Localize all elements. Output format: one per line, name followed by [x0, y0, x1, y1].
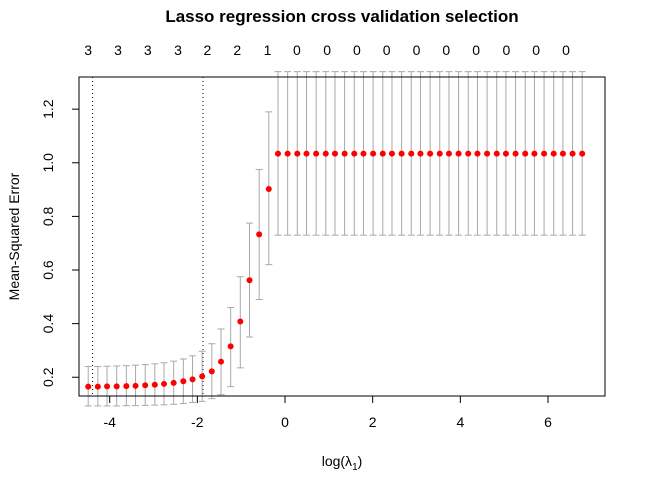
data-point — [275, 150, 282, 157]
data-point — [256, 231, 263, 238]
data-point — [151, 381, 158, 388]
data-point — [303, 150, 310, 157]
data-point — [322, 150, 329, 157]
data-point — [465, 150, 472, 157]
data-point — [531, 150, 538, 157]
data-point — [170, 379, 177, 386]
top-axis-label: 0 — [472, 42, 480, 58]
data-point — [113, 383, 120, 390]
x-tick-label: 2 — [369, 414, 377, 430]
y-tick-label: 1.2 — [40, 99, 56, 119]
data-point — [445, 150, 452, 157]
top-axis-label: 0 — [413, 42, 421, 58]
data-point — [123, 383, 130, 390]
data-point — [331, 150, 338, 157]
data-points — [85, 150, 586, 390]
y-tick-label: 0.4 — [40, 314, 56, 334]
x-axis-label-close: ) — [358, 453, 363, 469]
data-point — [208, 368, 215, 375]
data-point — [502, 150, 509, 157]
data-point — [579, 150, 586, 157]
y-tick-label: 0.2 — [40, 367, 56, 387]
x-tick-label: 4 — [456, 414, 464, 430]
plot-frame — [78, 76, 606, 397]
data-point — [104, 383, 111, 390]
top-axis-label: 3 — [114, 42, 122, 58]
data-point — [484, 150, 491, 157]
y-tick-label: 0.8 — [40, 206, 56, 226]
data-point — [512, 150, 519, 157]
top-axis-label: 0 — [353, 42, 361, 58]
data-point — [398, 150, 405, 157]
x-axis-label-main: log(λ — [322, 453, 352, 469]
data-point — [360, 150, 367, 157]
top-axis-label: 1 — [264, 42, 272, 58]
y-tick-label: 0.6 — [40, 260, 56, 280]
top-axis-label: 0 — [293, 42, 301, 58]
data-point — [559, 150, 566, 157]
x-tick-label: 6 — [544, 414, 552, 430]
data-point — [199, 373, 206, 380]
data-point — [436, 150, 443, 157]
data-point — [427, 150, 434, 157]
top-axis-label: 0 — [323, 42, 331, 58]
data-point — [541, 150, 548, 157]
data-point — [284, 150, 291, 157]
data-point — [246, 277, 253, 284]
data-point — [294, 150, 301, 157]
data-point — [408, 150, 415, 157]
data-point — [180, 378, 187, 385]
top-axis: 3 3 3 3 2 2 1 0 0 0 0 0 0 0 0 0 0 — [84, 42, 570, 58]
data-point — [142, 382, 149, 389]
data-point — [474, 150, 481, 157]
x-tick-label: 0 — [281, 414, 289, 430]
top-axis-label: 0 — [442, 42, 450, 58]
data-point — [550, 150, 557, 157]
data-point — [161, 380, 168, 387]
data-point — [370, 150, 377, 157]
x-tick-label: -4 — [103, 414, 116, 430]
top-axis-label: 2 — [204, 42, 212, 58]
top-axis-label: 3 — [84, 42, 92, 58]
top-axis-label: 3 — [144, 42, 152, 58]
x-tick-label: -2 — [191, 414, 204, 430]
data-point — [493, 150, 500, 157]
top-axis-label: 0 — [383, 42, 391, 58]
data-point — [313, 150, 320, 157]
data-point — [237, 318, 244, 325]
top-axis-label: 2 — [233, 42, 241, 58]
top-axis-label: 3 — [174, 42, 182, 58]
data-point — [455, 150, 462, 157]
data-point — [351, 150, 358, 157]
data-point — [265, 186, 272, 193]
data-point — [132, 382, 139, 389]
data-point — [341, 150, 348, 157]
data-point — [569, 150, 576, 157]
chart-title: Lasso regression cross validation select… — [165, 7, 518, 26]
data-point — [85, 383, 92, 390]
data-point — [227, 343, 234, 350]
x-axis-label-subscript: 1 — [352, 462, 358, 473]
data-point — [522, 150, 529, 157]
top-axis-label: 0 — [562, 42, 570, 58]
data-point — [388, 150, 395, 157]
data-point — [218, 358, 225, 365]
y-axis-label: Mean-Squared Error — [6, 172, 22, 300]
data-point — [94, 383, 101, 390]
top-axis-label: 0 — [532, 42, 540, 58]
data-point — [417, 150, 424, 157]
y-tick-label: 1.0 — [40, 153, 56, 173]
data-point — [189, 376, 196, 383]
top-axis-label: 0 — [502, 42, 510, 58]
x-axis-label: log(λ1) — [322, 453, 363, 473]
data-point — [379, 150, 386, 157]
